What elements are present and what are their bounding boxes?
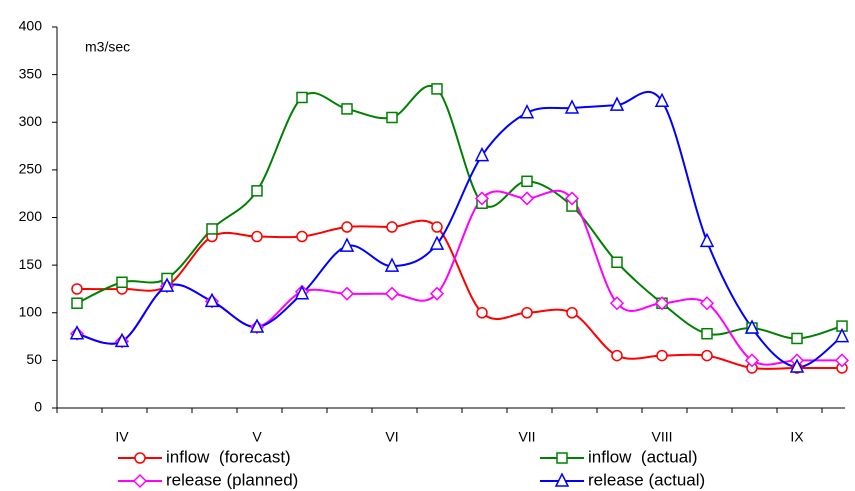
marker [71, 297, 83, 309]
marker [834, 327, 850, 343]
marker [431, 83, 443, 95]
marker [251, 185, 263, 197]
marker [429, 286, 445, 301]
marker [294, 285, 310, 300]
y-tick-label: 350 [19, 65, 43, 81]
y-tick-label: 400 [19, 18, 43, 34]
marker [701, 327, 713, 340]
marker [656, 349, 668, 362]
marker [566, 307, 578, 319]
marker [791, 332, 803, 345]
x-tick-label: VI [385, 429, 398, 445]
marker [609, 296, 625, 311]
marker [521, 307, 533, 319]
marker [701, 349, 713, 362]
marker [611, 256, 623, 269]
marker [611, 349, 623, 362]
marker [521, 175, 533, 188]
y-tick-label: 200 [19, 208, 43, 224]
marker [789, 358, 805, 373]
marker [114, 332, 130, 348]
marker [519, 191, 535, 206]
marker [116, 276, 128, 289]
marker [431, 221, 443, 233]
marker [564, 191, 580, 206]
marker [744, 353, 760, 368]
y-tick-label: 150 [19, 256, 43, 272]
legend-label: release (planned) [166, 470, 298, 489]
marker [204, 292, 220, 308]
marker [476, 307, 488, 319]
marker [386, 221, 398, 233]
marker [251, 230, 263, 243]
marker [744, 319, 760, 334]
marker [564, 99, 580, 114]
y-tick-label: 300 [19, 113, 43, 129]
marker [341, 103, 353, 115]
x-tick-label: V [252, 429, 262, 445]
marker [339, 237, 355, 252]
marker [384, 286, 400, 301]
unit-label: m3/sec [85, 39, 130, 55]
marker [834, 353, 850, 368]
x-tick-label: VIII [651, 429, 672, 445]
x-tick-label: VII [518, 429, 535, 445]
legend: inflow (forecast) inflow (actual) release … [118, 447, 705, 489]
series-line [76, 90, 843, 369]
series-line [76, 189, 842, 366]
marker [654, 296, 670, 311]
marker [339, 286, 355, 301]
marker [474, 146, 490, 162]
marker [69, 325, 85, 340]
marker [429, 235, 445, 250]
marker [556, 452, 568, 464]
y-tick-label: 100 [19, 303, 43, 319]
marker [554, 472, 570, 487]
marker [699, 296, 715, 311]
x-tick-label: IX [790, 429, 804, 445]
marker [609, 96, 625, 111]
y-tick-label: 250 [19, 161, 43, 177]
marker [384, 257, 400, 272]
marker [132, 473, 148, 489]
marker [249, 318, 265, 333]
marker [654, 92, 670, 108]
marker [134, 452, 146, 464]
marker [474, 191, 490, 206]
x-tick-label: IV [115, 429, 129, 445]
y-tick-label: 50 [26, 351, 42, 367]
marker [296, 230, 308, 243]
marker [386, 111, 398, 124]
legend-label: inflow (forecast) [166, 447, 291, 466]
marker [206, 223, 218, 235]
series-line [76, 219, 842, 370]
marker [296, 91, 308, 104]
marker [341, 221, 353, 233]
y-tick-label: 0 [34, 399, 42, 415]
marker [519, 104, 535, 119]
marker [159, 277, 175, 292]
legend-label: inflow (actual) [588, 447, 698, 466]
legend-label: release (actual) [588, 470, 705, 489]
series-line [76, 85, 843, 340]
marker [699, 232, 715, 248]
marker [71, 283, 83, 295]
